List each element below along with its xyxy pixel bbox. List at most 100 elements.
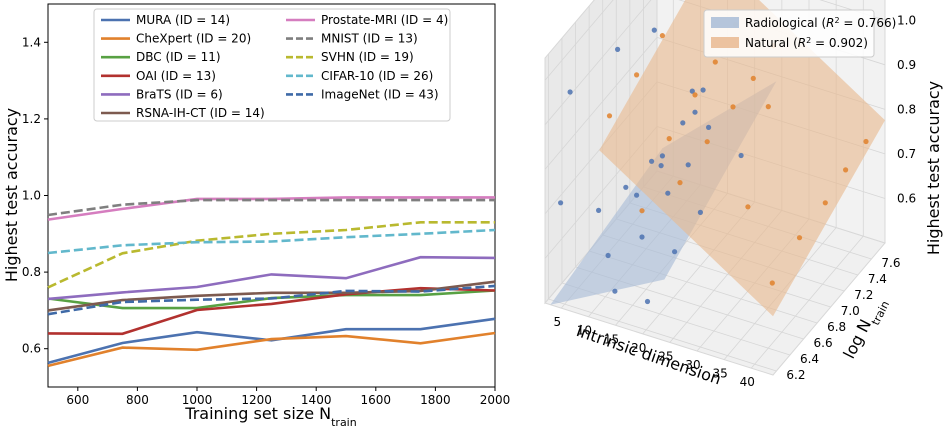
- point-0-0: [558, 200, 564, 206]
- y-axis-label: Highest test accuracy: [2, 108, 21, 282]
- point-1-6: [692, 92, 698, 98]
- point-1-9: [677, 180, 683, 186]
- y3d-tick-0: 6.2: [786, 368, 805, 382]
- legend-entry-2: DBC (ID = 11): [101, 50, 221, 64]
- series-line-4: [47, 255, 496, 301]
- y-tick-label-0: 0.6: [22, 342, 41, 356]
- x3d-tick-6: 35: [713, 367, 728, 381]
- x-tick-label-3: 1200: [241, 393, 272, 407]
- y-ticks: 0.6 0.8 1.0 1.2 1.4: [22, 35, 48, 356]
- series-line-7: [47, 198, 495, 217]
- legend-box-3d: [703, 9, 875, 58]
- legend: MURA (ID = 14) CheXpert (ID = 20) DBC (ID …: [93, 8, 451, 122]
- x3d-tick-0: 5: [553, 315, 561, 329]
- y-tick-label-1: 0.8: [22, 265, 41, 279]
- y3d-tick-7: 7.6: [881, 256, 900, 270]
- point-0-8: [689, 88, 695, 94]
- x-tick-label-4: 1400: [301, 393, 332, 407]
- y3d-tick-6: 7.4: [868, 272, 887, 286]
- legend-entry-5: RSNA-IH-CT (ID = 14): [101, 106, 265, 120]
- x3d-tick-4: 25: [658, 349, 673, 363]
- y-tick-label-4: 1.4: [22, 35, 41, 49]
- point-0-19: [658, 163, 664, 169]
- point-1-16: [822, 200, 828, 206]
- svg-text:CheXpert (ID = 20): CheXpert (ID = 20): [136, 32, 251, 46]
- point-1-2: [659, 33, 666, 39]
- legend-box: [93, 8, 451, 122]
- x-axis-label: Training set size Ntrain: [184, 404, 356, 427]
- point-1-18: [863, 138, 869, 145]
- x-ticks: 600 800 1000 1200 1400 1600 1800 2000: [66, 387, 510, 407]
- svg-text:CIFAR-10 (ID = 26): CIFAR-10 (ID = 26): [321, 69, 433, 83]
- series-line-10: [47, 284, 496, 316]
- legend3d-entry-1: Natural (R2 = 0.902): [711, 36, 868, 51]
- x3d-tick-2: 15: [604, 332, 619, 346]
- legend-entry-3: OAI (ID = 13): [101, 69, 216, 83]
- point-0-5: [596, 207, 602, 213]
- legend3d-entry-0: Radiological (R2 = 0.766): [711, 16, 896, 30]
- y3d-tick-5: 7.2: [854, 288, 873, 302]
- x3d-tick-1: 10: [577, 324, 592, 338]
- point-0-2: [567, 89, 573, 95]
- x-tick-label-7: 2000: [480, 393, 511, 407]
- x-tick-label-6: 1800: [420, 393, 451, 407]
- z3d-tick-0: 0.6: [897, 191, 916, 205]
- point-0-10: [634, 192, 640, 198]
- fit-plane-1: [599, 0, 885, 317]
- point-1-11: [730, 104, 736, 110]
- svg-text:BraTS (ID = 6): BraTS (ID = 6): [136, 87, 223, 101]
- series-line-3: [47, 286, 496, 336]
- point-1-5: [666, 136, 672, 142]
- x3d-tick-3: 20: [631, 341, 646, 355]
- point-0-3: [615, 46, 621, 53]
- point-0-9: [605, 252, 611, 259]
- z3d-tick-4: 1.0: [897, 13, 916, 27]
- svg-text:SVHN (ID = 19): SVHN (ID = 19): [321, 50, 414, 64]
- legend-entry-4: BraTS (ID = 6): [101, 87, 223, 101]
- svg-text:OAI (ID = 13): OAI (ID = 13): [136, 69, 216, 83]
- point-0-7: [649, 158, 655, 164]
- series-line-8: [47, 221, 495, 289]
- point-1-20: [765, 104, 771, 110]
- legend-3d: Radiological (R2 = 0.766) Natural (R2 = 0…: [703, 9, 896, 58]
- svg-text:Natural (R2 = 0.902): Natural (R2 = 0.902): [745, 36, 868, 51]
- point-1-1: [634, 72, 640, 78]
- svg-text:RSNA-IH-CT (ID = 14): RSNA-IH-CT (ID = 14): [136, 106, 265, 120]
- series-line-9: [47, 228, 496, 255]
- legend-entry-7: MNIST (ID = 13): [286, 32, 418, 46]
- legend-entry-9: CIFAR-10 (ID = 26): [286, 69, 433, 83]
- fit-planes: [550, 0, 885, 317]
- y-tick-label-3: 1.2: [22, 112, 41, 126]
- x-tick-label-0: 600: [66, 393, 89, 407]
- point-1-14: [769, 280, 775, 286]
- series-line-1: [47, 331, 496, 368]
- y3d-tick-1: 6.4: [800, 352, 819, 366]
- point-1-10: [704, 139, 710, 145]
- point-0-24: [738, 152, 744, 159]
- x-tick-label-2: 1000: [182, 393, 213, 407]
- series-line-5: [47, 280, 496, 312]
- line-chart: 600 800 1000 1200 1400 1600 1800 2000 0.6 0.8 1.0…: [2, 3, 510, 427]
- svg-text:MNIST (ID = 13): MNIST (ID = 13): [321, 32, 418, 46]
- point-1-12: [750, 75, 756, 81]
- point-1-15: [796, 235, 803, 241]
- point-1-17: [843, 167, 849, 173]
- legend-entry-8: SVHN (ID = 19): [286, 50, 414, 64]
- legend-entry-1: CheXpert (ID = 20): [101, 32, 251, 46]
- x3d-tick-7: 40: [740, 375, 755, 389]
- x-tick-label-5: 1600: [361, 393, 392, 407]
- svg-text:Prostate-MRI (ID = 4): Prostate-MRI (ID = 4): [321, 13, 448, 27]
- point-1-7: [712, 59, 718, 65]
- point-0-11: [659, 153, 666, 159]
- z-axis-label-3d: Highest test accuracy: [924, 81, 943, 255]
- y-tick-label-2: 1.0: [22, 189, 41, 203]
- point-0-21: [644, 298, 651, 305]
- point-0-17: [685, 162, 691, 168]
- point-1-0: [606, 113, 613, 119]
- svg-text:DBC (ID = 11): DBC (ID = 11): [136, 50, 221, 64]
- point-0-23: [697, 209, 704, 215]
- point-1-4: [639, 208, 645, 214]
- legend-entry-10: ImageNet (ID = 43): [286, 87, 439, 101]
- z3d-tick-1: 0.7: [897, 147, 916, 161]
- point-0-15: [639, 234, 645, 240]
